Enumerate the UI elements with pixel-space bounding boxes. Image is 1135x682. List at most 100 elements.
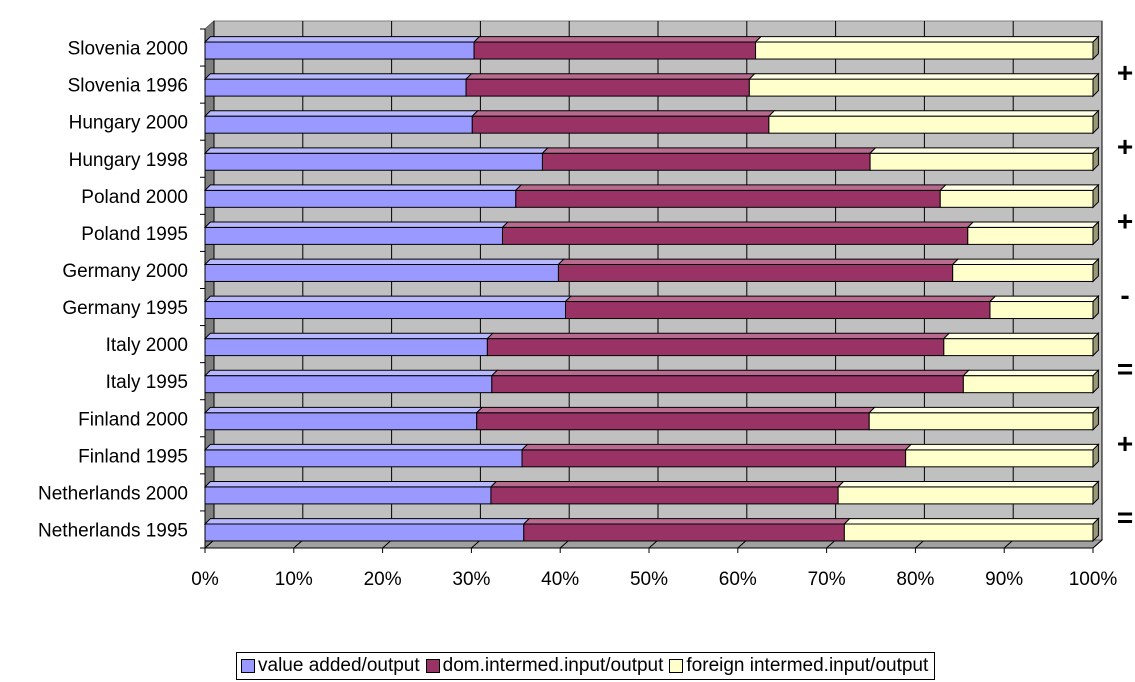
bar-segment-top (514, 184, 947, 191)
comparison-annotation: = (1117, 502, 1133, 533)
legend-swatch (669, 659, 684, 673)
legend-label: dom.intermed.input/output (442, 655, 664, 676)
bar-segment (464, 73, 756, 97)
category-label: Finland 2000 (78, 409, 188, 430)
bar-segment (748, 72, 1100, 98)
bar-segment-side (1092, 35, 1099, 61)
bar-segment-top (475, 406, 876, 414)
bar-segment (203, 184, 523, 208)
bar-segment-front (491, 375, 964, 394)
bar-segment (962, 369, 1100, 394)
bar-segment-top (939, 184, 1100, 191)
bar-segment-top (203, 73, 473, 80)
x-tick-label: 50% (630, 569, 668, 590)
bar-segment-front (768, 115, 1094, 134)
category-label: Germany 2000 (62, 261, 188, 282)
bar-segment-side (1092, 257, 1099, 283)
bar-segment-top (203, 295, 573, 303)
comparison-annotation: + (1117, 131, 1133, 162)
bar-series-group (203, 35, 1100, 543)
bar-segment-front (204, 523, 525, 542)
category-labels: Slovenia 2000 Slovenia 1996 Hungary 2000 Hu… (38, 39, 188, 542)
bar-segment-front (465, 78, 750, 97)
bar-segment-top (520, 443, 913, 451)
legend-item-dom-intermed: dom.intermed.input/output (425, 655, 664, 677)
bar-segment-front (905, 449, 1094, 468)
bar-segment (843, 517, 1100, 543)
bar-segment-top (203, 221, 510, 228)
category-label: Italy 1995 (106, 372, 188, 393)
bar-segment-top (203, 147, 550, 154)
bar-segment-front (501, 226, 969, 245)
legend-swatch (425, 659, 440, 673)
x-tick-label: 90% (985, 569, 1023, 590)
bar-segment (836, 480, 1100, 506)
x-tick-label: 80% (896, 569, 934, 590)
bar-segment-front (204, 189, 517, 208)
x-tick-labels: 0% 10% 20% 30% 40% 50% 60% 70% 80% 90% 100% (191, 569, 1117, 590)
bar-segment (203, 369, 499, 394)
x-tick-label: 70% (808, 569, 846, 590)
category-label: Italy 2000 (106, 335, 188, 356)
gridline-floor (1092, 539, 1103, 549)
bar-segment-front (204, 412, 478, 431)
bar-segment (522, 518, 851, 542)
bar-segment (868, 406, 1100, 431)
bar-segment (203, 295, 573, 320)
bar-segment (203, 480, 498, 505)
bar-segment-front (204, 78, 467, 97)
bar-segment-top (966, 221, 1100, 228)
bar-segment-top (767, 110, 1100, 117)
bar-segment-side (1092, 480, 1099, 506)
plot-background (203, 19, 1104, 550)
bar-segment (203, 73, 473, 97)
bar-segment-top (501, 221, 975, 228)
legend-label: value added/output (258, 655, 420, 676)
bar-segment-top (203, 332, 494, 340)
bar-segment-front (869, 152, 1094, 171)
legend-swatch (241, 659, 255, 673)
side-wall (204, 19, 215, 550)
bar-segment-side (1092, 294, 1099, 320)
x-tick-label: 10% (275, 569, 313, 590)
bar-segment-front (471, 115, 770, 134)
bar-segment (489, 480, 845, 505)
bar-segment-side (1092, 146, 1099, 172)
bar-segment-front (204, 301, 567, 320)
bar-segment-side (1092, 109, 1099, 135)
bar-segment-front (204, 486, 492, 505)
x-tick-label: 100% (1069, 569, 1118, 590)
bar-segment (203, 258, 566, 282)
annotations: + + + - = + = (1117, 57, 1133, 533)
bar-segment-front (204, 152, 543, 171)
bar-segment (203, 518, 531, 542)
bar-segment-front (843, 523, 1094, 542)
bar-segment-side (1092, 517, 1099, 543)
bar-segment-side (1092, 406, 1099, 431)
bar-segment-front (204, 375, 493, 394)
bar-segment-front (515, 189, 941, 208)
bar-segment (966, 220, 1100, 246)
bar-segment-top (904, 443, 1100, 451)
bar-segment-front (476, 412, 870, 431)
bar-segment-top (843, 518, 1100, 525)
comparison-annotation: + (1117, 428, 1133, 459)
category-label: Poland 1995 (81, 224, 188, 245)
bar-segment (520, 443, 913, 468)
bar-segment-front (565, 301, 991, 320)
bar-segment-top (754, 36, 1100, 43)
x-tick-label: 30% (452, 569, 490, 590)
category-label: Slovenia 1996 (68, 76, 188, 97)
bar-segment-top (203, 184, 523, 191)
bar-segment (472, 36, 763, 60)
bar-segment (904, 443, 1100, 469)
bar-segment (475, 406, 876, 431)
bar-segment-front (962, 375, 1094, 394)
x-tick-label: 0% (191, 569, 219, 590)
category-label: Netherlands 1995 (38, 520, 188, 541)
bar-segment-top (472, 36, 763, 43)
bar-segment-front (521, 449, 907, 468)
legend-label: foreign intermed.input/output (686, 655, 929, 676)
bar-segment (939, 183, 1100, 209)
